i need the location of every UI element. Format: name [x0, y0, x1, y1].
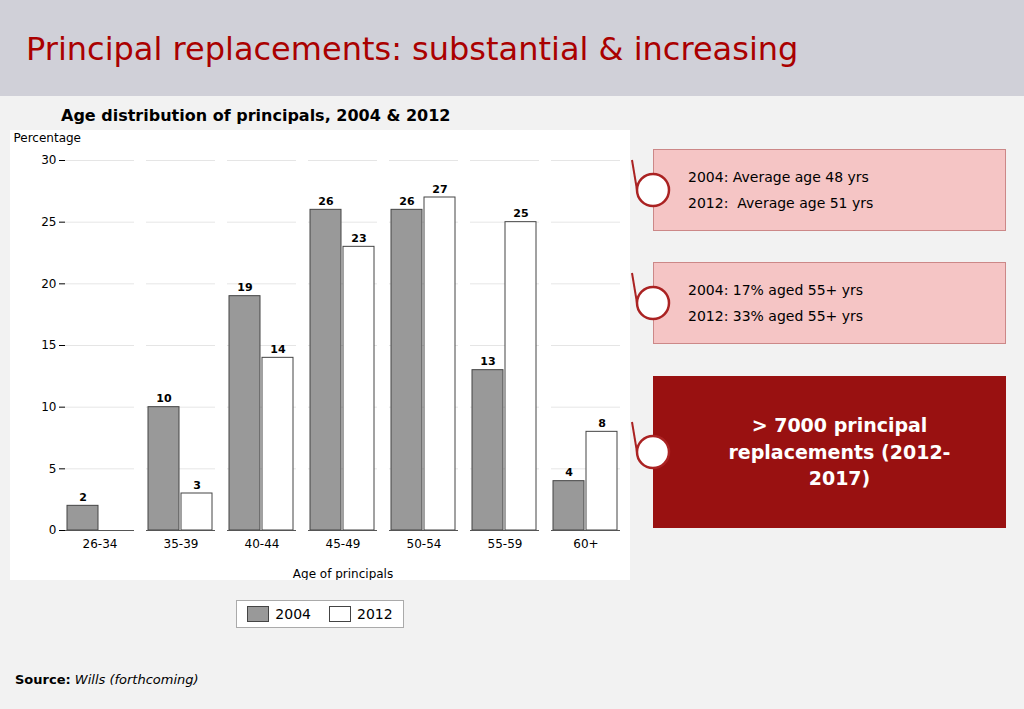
svg-text:55-59: 55-59 — [488, 537, 523, 551]
svg-text:45-49: 45-49 — [326, 537, 361, 551]
svg-text:15: 15 — [41, 338, 56, 352]
svg-text:5: 5 — [49, 462, 57, 476]
svg-text:25: 25 — [41, 215, 56, 229]
html-text:2012: Average age 51 yrs: 2012: Average age 51 yrs — [688, 195, 874, 211]
svg-text:25: 25 — [513, 207, 528, 220]
html-text:Principal replacements: substa: Principal replacements: substantial & in… — [26, 30, 799, 68]
svg-text:23: 23 — [351, 232, 366, 245]
svg-text:26: 26 — [318, 195, 334, 208]
svg-text:10: 10 — [156, 392, 172, 405]
html-text:2004: Average age 48 yrs: 2004: Average age 48 yrs — [688, 169, 869, 185]
svg-text:30: 30 — [41, 153, 56, 167]
html-text:Source: Wills (forthcoming): Source: Wills (forthcoming) — [15, 672, 199, 687]
html-text:2004: 2004 — [275, 606, 311, 622]
svg-text:26: 26 — [399, 195, 415, 208]
svg-text:14: 14 — [270, 343, 286, 356]
svg-text:40-44: 40-44 — [245, 537, 280, 551]
svg-text:4: 4 — [565, 466, 573, 479]
svg-text:Percentage: Percentage — [14, 131, 82, 145]
html-text:2012: 33% aged 55+ yrs: 2012: 33% aged 55+ yrs — [688, 308, 864, 324]
svg-text:3: 3 — [193, 479, 201, 492]
html-text:Age distribution of principals: Age distribution of principals, 2004 & 2… — [61, 106, 451, 125]
svg-text:13: 13 — [480, 355, 495, 368]
svg-text:0: 0 — [49, 523, 57, 537]
svg-text:20: 20 — [41, 277, 56, 291]
svg-text:27: 27 — [432, 183, 447, 196]
svg-text:50-54: 50-54 — [407, 537, 442, 551]
html-text:2012: 2012 — [357, 606, 393, 622]
svg-text:60+: 60+ — [573, 537, 598, 551]
svg-text:Age of principals: Age of principals — [293, 567, 393, 581]
html-text:replacements (2012-: replacements (2012- — [728, 440, 951, 463]
html-text:2017): 2017) — [808, 467, 871, 490]
html-text:> 7000 principal: > 7000 principal — [751, 414, 928, 437]
svg-text:2: 2 — [79, 491, 87, 504]
svg-text:35-39: 35-39 — [164, 537, 199, 551]
html-text:2004: 17% aged 55+ yrs: 2004: 17% aged 55+ yrs — [688, 282, 864, 298]
svg-text:19: 19 — [237, 281, 252, 294]
svg-text:8: 8 — [598, 417, 606, 430]
svg-text:26-34: 26-34 — [83, 537, 118, 551]
svg-text:10: 10 — [41, 400, 56, 414]
